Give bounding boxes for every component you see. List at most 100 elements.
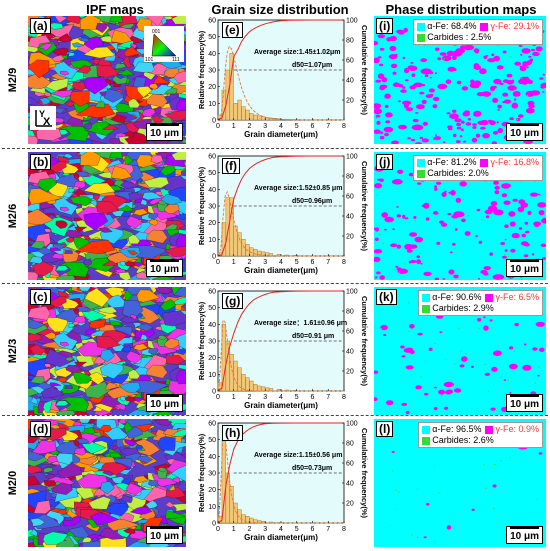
gamma-swatch [485, 293, 494, 302]
y-tick-label: 30 [208, 471, 216, 478]
carbides-swatch [417, 33, 426, 42]
scale-bar: 10 μm [506, 394, 543, 412]
gamma-fraction: γ-Fe: 6.5% [495, 292, 539, 302]
x-tick-label: 4 [279, 526, 283, 533]
ipf-key-111: 111 [172, 57, 180, 63]
ipf-map: (b) 10 μm [28, 152, 186, 280]
x-axis-label: Grain diameter(μm) [244, 130, 318, 139]
histogram-bar [241, 514, 246, 524]
x-tick-label: 8 [342, 259, 346, 266]
y-axis-label: Relative frequency(%) [197, 166, 206, 245]
panel-label: (a) [30, 18, 51, 34]
scale-bar-line [150, 395, 179, 397]
scale-bar-line [150, 124, 179, 126]
histogram-bar [237, 99, 242, 121]
y-tick-label: 30 [208, 68, 216, 75]
histogram-bar [253, 114, 258, 121]
y2-axis-label: Cumulative frequency(%) [360, 428, 368, 519]
y-tick-label: 20 [208, 487, 216, 494]
ipf-map: 001 101 111 Y X (a) 10 μm [28, 16, 186, 144]
y-tick-label: 60 [208, 154, 216, 161]
panel-label: (g) [222, 293, 244, 309]
y-tick-label: 10 [208, 237, 216, 244]
alpha-swatch [417, 158, 426, 167]
ipf-map-image [28, 419, 186, 547]
histogram-bar [284, 389, 289, 392]
x-axis-label: Grain diameter(μm) [244, 401, 318, 410]
y-tick-label: 0 [212, 118, 216, 125]
alpha-swatch [422, 293, 431, 302]
grain-size-chart: 0 10 20 30 40 50 60 20 40 60 80 100 0 1 2 3 4 5 6 7 8 Grain d… [196, 419, 368, 547]
ipf-map: (c) 10 μm [28, 287, 186, 415]
cumulative-curve [217, 290, 344, 392]
y-tick-label: 0 [212, 254, 216, 261]
row-separator [2, 283, 548, 284]
phase-legend: α-Fe: 68.4% γ-Fe: 29.1% Carbides : 2.5% [413, 19, 543, 45]
histogram-bar [261, 116, 266, 121]
x-tick-label: 8 [342, 123, 346, 130]
histogram-bar [257, 115, 262, 121]
y2-tick-label: 60 [346, 461, 354, 468]
y-tick-label: 0 [212, 521, 216, 528]
sample-label-text: M2/9 [7, 67, 19, 93]
histogram-bar [221, 439, 226, 524]
average-size-annotation: Average size:1.45±1.02μm [254, 49, 340, 56]
x-tick-label: 2 [248, 259, 252, 266]
scale-bar: 10 μm [506, 259, 543, 277]
panel-label: (b) [30, 154, 52, 170]
scale-bar-label: 10 μm [150, 531, 179, 542]
carbides-fraction: Carbides: 2.0% [427, 168, 489, 178]
average-size-annotation: Average size:1.52±0.85 μm [254, 185, 342, 192]
carbides-swatch [417, 169, 426, 178]
scale-bar-line [150, 527, 179, 529]
y-tick-label: 50 [208, 34, 216, 41]
x-tick-label: 6 [311, 259, 315, 266]
scale-bar: 10 μm [146, 394, 183, 412]
scale-bar-label: 10 μm [150, 399, 179, 410]
x-tick-label: 6 [311, 526, 315, 533]
panel-label: (j) [376, 154, 394, 170]
sample-label: M2/9 [2, 56, 24, 106]
sample-label-text: M2/0 [7, 470, 19, 496]
ipf-map-image: 001 101 111 YX [28, 16, 186, 144]
ipf-key-101: 101 [145, 57, 154, 63]
scale-bar-line [510, 124, 539, 126]
d50-annotation: d50=0.96μm [292, 198, 332, 205]
x-tick-label: 7 [326, 259, 330, 266]
x-axis-label: Grain diameter(μm) [244, 533, 318, 542]
y2-tick-label: 100 [346, 154, 358, 161]
x-tick-label: 6 [311, 123, 315, 130]
x-tick-label: 1 [232, 394, 236, 401]
y2-tick-label: 20 [346, 501, 354, 508]
carbides-fraction: Carbides: 2.6% [432, 435, 494, 445]
phase-legend: α-Fe: 81.2% γ-Fe: 16.8% Carbides: 2.0% [413, 155, 543, 181]
row-separator [2, 148, 548, 149]
sample-label: M2/3 [2, 327, 24, 377]
x-tick-label: 2 [248, 123, 252, 130]
y-axis-label: Relative frequency(%) [197, 30, 206, 109]
y-tick-label: 50 [208, 437, 216, 444]
phase-maps-header: Phase distribution maps [385, 2, 537, 17]
y2-tick-label: 80 [346, 38, 354, 45]
fit-curve [218, 190, 345, 257]
carbides-swatch [422, 304, 431, 313]
y-tick-label: 30 [208, 339, 216, 346]
legend-row: α-Fe: 96.5% γ-Fe: 0.9% [422, 424, 539, 435]
panel-label: (d) [30, 421, 52, 437]
x-tick-label: 0 [216, 123, 220, 130]
y-tick-label: 50 [208, 170, 216, 177]
y-axis-label: Relative frequency(%) [197, 301, 206, 380]
y-tick-label: 40 [208, 322, 216, 329]
y-tick-label: 60 [208, 421, 216, 428]
x-tick-label: 1 [232, 123, 236, 130]
alpha-swatch [417, 22, 426, 31]
x-tick-label: 5 [295, 123, 299, 130]
x-tick-label: 3 [263, 394, 267, 401]
histogram-bar [249, 380, 254, 392]
scale-bar: 10 μm [146, 123, 183, 141]
legend-row: Carbides: 2.6% [422, 435, 539, 446]
scale-bar: 10 μm [146, 526, 183, 544]
histogram-bar [229, 486, 234, 524]
ipf-key-001: 001 [152, 29, 161, 35]
legend-row: Carbides: 2.9% [422, 303, 539, 314]
